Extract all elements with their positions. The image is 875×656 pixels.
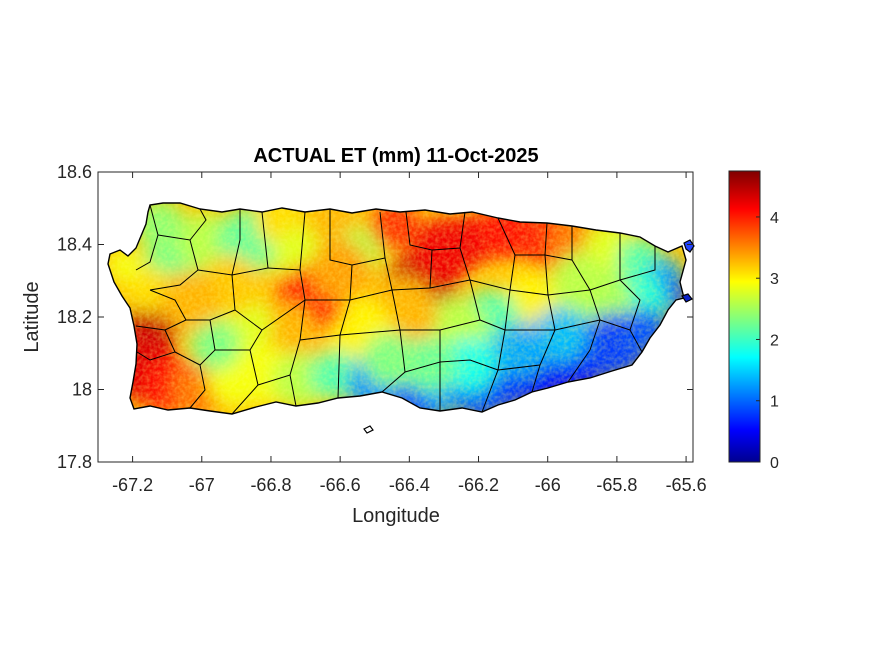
x-tick-label: -67.2 bbox=[112, 475, 153, 495]
municipality-boundary bbox=[157, 208, 207, 241]
culebra-island bbox=[681, 293, 693, 303]
vieques-island bbox=[683, 239, 695, 253]
colorbar-tick-label: 3 bbox=[770, 271, 779, 288]
municipality-boundary bbox=[174, 351, 206, 409]
municipality-boundary bbox=[599, 279, 641, 331]
municipality-boundary bbox=[329, 209, 353, 301]
municipality-boundaries bbox=[135, 204, 656, 415]
map-axes: -67.2 -67 -66.8 -66.6 -66.4 -66.2 -66 -65.8 -65.… bbox=[57, 162, 707, 495]
municipality-boundary bbox=[629, 329, 643, 353]
municipality-boundary bbox=[439, 359, 499, 371]
colorbar: 0 1 2 3 4 bbox=[728, 170, 779, 472]
x-tick-label: -66.2 bbox=[458, 475, 499, 495]
municipality-boundary bbox=[197, 209, 241, 276]
colorbar-tick-label: 4 bbox=[770, 210, 779, 227]
x-axis-title: Longitude bbox=[352, 505, 440, 527]
municipality-boundary bbox=[337, 334, 341, 399]
colorbar-ticks: 0 1 2 3 4 bbox=[756, 210, 779, 472]
colorbar-tick-label: 2 bbox=[770, 332, 779, 349]
x-tick-label: -65.6 bbox=[666, 475, 707, 495]
y-tick-label: 17.8 bbox=[57, 452, 92, 472]
municipality-boundary bbox=[619, 246, 656, 281]
colorbar-tick-label: 0 bbox=[770, 455, 779, 472]
x-tick-label: -66.8 bbox=[250, 475, 291, 495]
municipality-boundary bbox=[135, 204, 159, 271]
y-axis-title: Latitude bbox=[21, 281, 43, 352]
municipality-boundary bbox=[149, 239, 199, 291]
x-tick-label: -66 bbox=[535, 475, 561, 495]
colorbar-tick-label: 1 bbox=[770, 394, 779, 411]
y-axis-ticks: 17.8 18 18.2 18.4 18.6 bbox=[57, 162, 693, 472]
y-tick-label: 18.2 bbox=[57, 307, 92, 327]
y-tick-label: 18.4 bbox=[57, 235, 92, 255]
colorbar-gradient bbox=[728, 170, 761, 463]
municipality-boundary bbox=[400, 279, 481, 331]
island-outline bbox=[107, 202, 687, 415]
municipality-boundary bbox=[136, 329, 176, 361]
municipality-boundary bbox=[469, 279, 511, 331]
municipality-boundary bbox=[186, 274, 236, 321]
y-tick-label: 18 bbox=[72, 380, 92, 400]
municipality-boundary bbox=[567, 319, 601, 383]
municipality-boundary bbox=[215, 309, 263, 351]
x-tick-label: -67 bbox=[189, 475, 215, 495]
x-axis-ticks: -67.2 -67 -66.8 -66.6 -66.4 -66.2 -66 -65.8 -65.… bbox=[112, 172, 707, 495]
caja-de-muerto-island bbox=[363, 425, 374, 434]
plot-title: ACTUAL ET (mm) 11-Oct-2025 bbox=[253, 145, 538, 167]
x-tick-label: -65.8 bbox=[596, 475, 637, 495]
municipality-boundary bbox=[497, 364, 541, 371]
x-tick-label: -66.6 bbox=[320, 475, 361, 495]
x-tick-label: -66.4 bbox=[389, 475, 430, 495]
municipality-boundary bbox=[299, 299, 351, 341]
y-tick-label: 18.6 bbox=[57, 162, 92, 182]
